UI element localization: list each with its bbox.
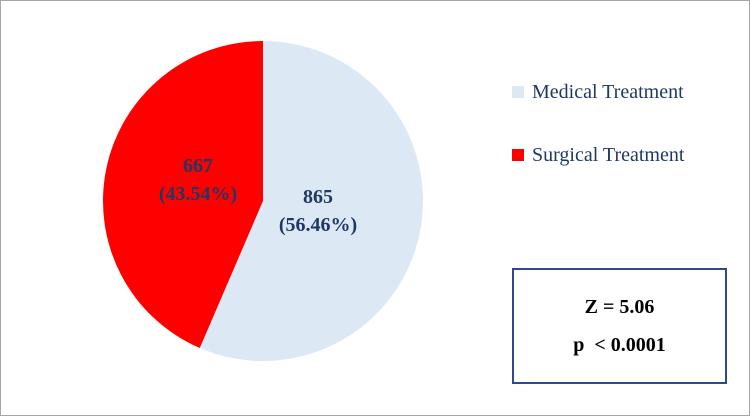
legend-label-surgical: Surgical Treatment — [532, 143, 685, 166]
legend-swatch-surgical — [512, 149, 524, 161]
slice-label-medical: 865 (56.46%) — [279, 186, 357, 236]
slice-medical — [199, 41, 424, 361]
slice-label-surgical: 667 (43.54%) — [159, 155, 237, 205]
stats-box: Z = 5.06 p < 0.0001 — [512, 268, 727, 384]
slice-value-label: 667 — [183, 155, 213, 177]
slice-surgical — [103, 41, 263, 348]
slice-percent-label: (43.54%) — [159, 183, 237, 205]
legend-item-medical: Medical Treatment — [512, 78, 684, 106]
legend-item-surgical: Surgical Treatment — [512, 141, 684, 169]
legend: Medical Treatment Surgical Treatment — [512, 78, 684, 204]
p-value: p < 0.0001 — [573, 334, 666, 356]
z-statistic: Z = 5.06 — [584, 296, 655, 318]
legend-label-medical: Medical Treatment — [532, 80, 684, 103]
slice-value-label: 865 — [303, 186, 333, 208]
legend-swatch-medical — [512, 86, 524, 98]
slice-percent-label: (56.46%) — [279, 214, 357, 236]
